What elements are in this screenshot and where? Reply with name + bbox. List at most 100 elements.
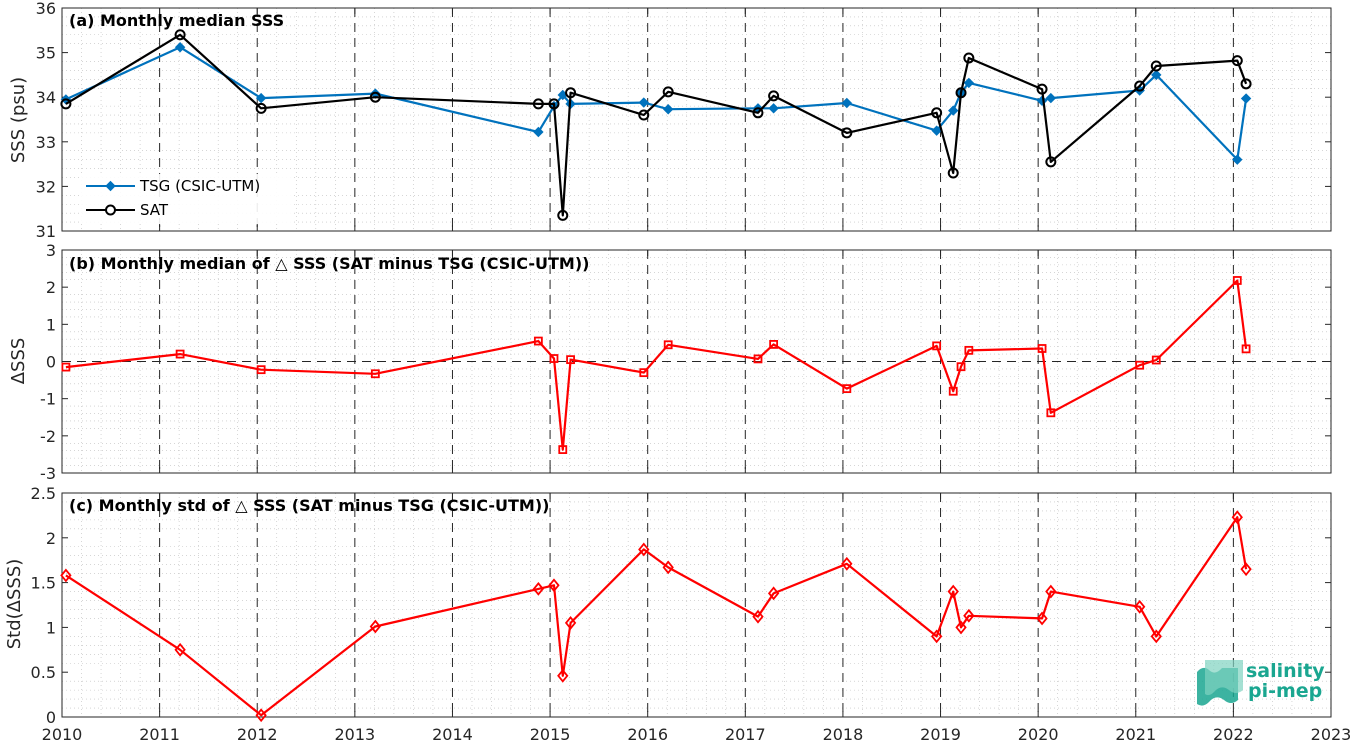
panel-b: -3 -2 -1 0 1 2 3 [40, 241, 1332, 483]
x-tick-label: 2021 [1115, 725, 1156, 744]
data-point [548, 98, 560, 110]
data-point [932, 341, 942, 351]
data-point [964, 345, 974, 355]
data-point [174, 642, 186, 657]
x-tick-label: 2013 [334, 725, 375, 744]
data-point [564, 615, 577, 630]
data-point [1232, 154, 1243, 165]
data-point [768, 103, 779, 114]
x-tick-label: 2020 [1018, 725, 1059, 744]
y-tick-label: 34 [36, 88, 56, 107]
data-point [662, 86, 674, 98]
data-point [769, 340, 779, 349]
data-point [549, 354, 559, 363]
data-point [1241, 344, 1251, 354]
data-point [753, 354, 763, 364]
panel-c-ylabel: Std(ΔSSS) [4, 559, 25, 650]
x-tick-label: 2015 [530, 725, 571, 744]
y-tick-label: 36 [36, 0, 56, 18]
data-point [558, 445, 568, 454]
x-tick-label: 2018 [823, 725, 864, 744]
y-tick-label: 1.5 [31, 574, 56, 593]
y-tick-label: 33 [36, 133, 56, 152]
series-line [65, 279, 1248, 451]
panel-titles: (a) Monthly median SSS (b) Monthly media… [69, 11, 589, 515]
data-point [532, 581, 545, 596]
data-point [767, 586, 780, 601]
series-line [65, 516, 1248, 717]
y-axis-labels: SSS (psu) ΔSSS Std(ΔSSS) [4, 77, 29, 649]
legend-tsg-marker [105, 180, 116, 192]
data-point [752, 107, 764, 119]
data-point [956, 362, 966, 372]
data-point [662, 560, 674, 575]
data-point [638, 109, 650, 121]
panel-c-title: (c) Monthly std of △ SSS (SAT minus TSG … [69, 496, 549, 515]
data-point [255, 92, 267, 104]
data-point [639, 368, 649, 378]
data-point [931, 107, 943, 119]
data-point [565, 87, 577, 99]
legend-sat-marker [105, 204, 116, 216]
data-point [370, 369, 380, 379]
data-point [841, 127, 853, 139]
y-tick-label: 1 [46, 618, 56, 637]
data-point [768, 90, 780, 102]
logo-line1: salinity [1246, 660, 1325, 682]
data-point [1240, 93, 1252, 104]
data-point [662, 104, 674, 115]
panel-a-title: (a) Monthly median SSS [69, 11, 284, 30]
plot-area [62, 493, 1331, 717]
y-tick-label: -2 [40, 427, 56, 446]
panel-b-title: (b) Monthly median of △ SSS (SAT minus T… [69, 254, 589, 273]
panels: 31 32 33 34 35 36 -3 -2 -1 0 1 2 3 0 0.5 1 1.5 2 2.5 2010 20… [31, 0, 1352, 744]
data-point [557, 209, 569, 221]
y-tick-label: 0.5 [31, 663, 56, 682]
data-point [566, 355, 575, 365]
x-tick-label: 2010 [42, 725, 83, 744]
data-point [963, 52, 975, 64]
x-tick-label: 2014 [432, 725, 473, 744]
data-point [1045, 584, 1057, 599]
data-point [1037, 344, 1047, 353]
panel-a-ylabel: SSS (psu) [8, 77, 29, 163]
axes-box [61, 492, 1332, 718]
data-point [1134, 80, 1146, 92]
data-point [1232, 276, 1242, 285]
y-tick-label: 2 [46, 278, 56, 297]
data-point [752, 609, 764, 624]
y-tick-label: -3 [40, 464, 56, 483]
data-point [1134, 599, 1146, 614]
x-tick-label: 2023 [1311, 725, 1352, 744]
salinity-pi-mep-logo: salinity pi-mep [1197, 660, 1325, 706]
x-tick-label: 2016 [627, 725, 668, 744]
y-tick-label: 2 [46, 529, 56, 548]
data-point [1045, 156, 1057, 168]
data-point [1045, 92, 1057, 104]
data-point [255, 102, 267, 114]
data-point [61, 362, 71, 372]
data-point [955, 87, 967, 99]
y-tick-label: 1 [46, 315, 56, 334]
data-point [1231, 55, 1243, 67]
y-tick-label: 2.5 [31, 484, 56, 503]
panel-b-ylabel: ΔSSS [8, 338, 29, 385]
data-point [963, 608, 975, 623]
data-point [663, 340, 673, 350]
data-point [1135, 360, 1145, 370]
series-line [65, 33, 1248, 217]
data-point [1150, 60, 1162, 72]
y-tick-label: 0 [46, 708, 56, 727]
data-point [557, 668, 569, 683]
data-point [948, 105, 959, 116]
data-point [1036, 611, 1048, 626]
data-point [930, 629, 943, 644]
data-point [931, 125, 942, 136]
data-point [548, 578, 560, 593]
data-point [369, 91, 381, 103]
data-point [533, 126, 544, 138]
data-point [955, 620, 967, 635]
data-point [841, 97, 853, 109]
legend-tsg-label: TSG (CSIC-UTM) [139, 177, 260, 195]
